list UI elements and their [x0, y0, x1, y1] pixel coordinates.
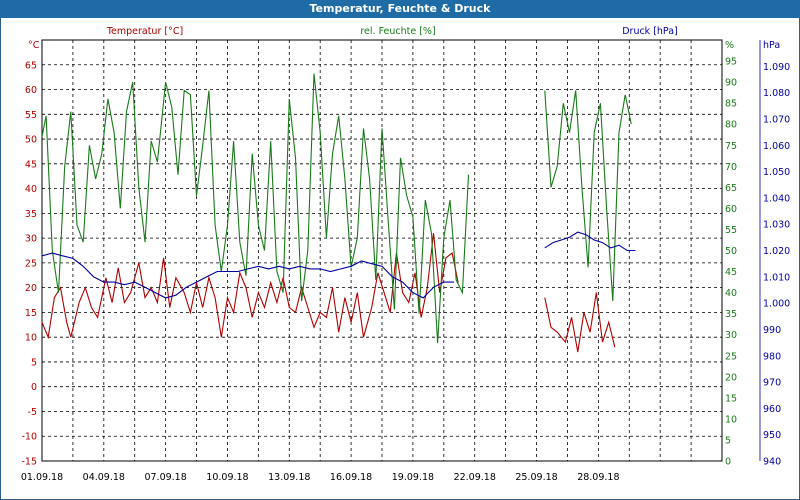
pressure-tick-label: 980 — [763, 351, 781, 362]
pressure-tick-label: 1.040 — [763, 193, 790, 204]
pressure-tick-label: 950 — [763, 430, 781, 441]
temperature-tick-label: 20 — [25, 283, 37, 294]
temperature-tick-label: 45 — [25, 159, 37, 170]
temperature-tick-label: -5 — [28, 407, 37, 418]
pressure-tick-label: 1.050 — [763, 167, 790, 178]
pressure-tick-label: 970 — [763, 378, 781, 389]
temperature-unit-label: °C — [28, 40, 40, 51]
humidity-tick-label: 75 — [725, 141, 737, 152]
humidity-tick-label: 80 — [725, 120, 737, 131]
temperature-tick-label: 50 — [25, 135, 37, 146]
humidity-tick-label: 45 — [725, 267, 737, 278]
temperature-tick-label: 15 — [25, 308, 37, 319]
chart-title: Temperatur, Feuchte & Druck — [0, 0, 800, 18]
x-tick-label: 13.09.18 — [268, 472, 310, 483]
pressure-tick-label: 940 — [763, 457, 781, 468]
humidity-tick-label: 90 — [725, 78, 737, 89]
humidity-tick-label: 30 — [725, 330, 737, 341]
pressure-tick-label: 1.090 — [763, 62, 790, 73]
humidity-tick-label: 85 — [725, 99, 737, 110]
humidity-tick-label: 35 — [725, 309, 737, 320]
pressure-tick-label: 1.080 — [763, 88, 790, 99]
temperature-tick-label: 35 — [25, 209, 37, 220]
humidity-tick-label: 65 — [725, 183, 737, 194]
x-tick-label: 22.09.18 — [454, 472, 496, 483]
temperature-tick-label: 10 — [25, 333, 37, 344]
humidity-tick-label: 55 — [725, 225, 737, 236]
humidity-tick-label: 95 — [725, 57, 737, 68]
x-tick-label: 16.09.18 — [330, 472, 372, 483]
humidity-tick-label: 10 — [725, 414, 737, 425]
pressure-tick-label: 960 — [763, 404, 781, 415]
x-tick-label: 04.09.18 — [83, 472, 125, 483]
temperature-line — [41, 233, 459, 340]
temperature-axis: -15 -10 -5 0 5 10 15 20 25 30 35 40 45 50 55 60 65 — [21, 60, 37, 467]
humidity-tick-label: 0 — [725, 457, 731, 468]
humidity-tick-label: 70 — [725, 162, 737, 173]
temperature-tick-label: 65 — [25, 60, 37, 71]
pressure-tick-label: 1.070 — [763, 114, 790, 125]
humidity-unit-label: % — [725, 40, 734, 51]
temperature-tick-label: 5 — [31, 357, 37, 368]
x-tick-label: 28.09.18 — [577, 472, 619, 483]
pressure-axis: 940 950 960 970 980 990 1.000 1.010 1.020 1.030 1.… — [759, 40, 790, 468]
temperature-tick-label: 60 — [25, 85, 37, 96]
pressure-tick-label: 1.060 — [763, 141, 790, 152]
x-axis: 01.09.18 04.09.18 07.09.18 10.09.18 13.09.18… — [21, 472, 620, 483]
temperature-tick-label: -10 — [21, 432, 37, 443]
humidity-tick-label: 40 — [725, 288, 737, 299]
temperature-tick-label: 55 — [25, 110, 37, 121]
humidity-tick-label: 60 — [725, 204, 737, 215]
pressure-tick-label: 1.000 — [763, 299, 790, 310]
x-tick-label: 19.09.18 — [392, 472, 434, 483]
legend-humidity: rel. Feuchte [%] — [360, 26, 435, 37]
pressure-tick-label: 1.030 — [763, 220, 790, 231]
legend-temperature: Temperatur [°C] — [106, 26, 183, 37]
pressure-line — [544, 231, 636, 252]
temperature-tick-label: 30 — [25, 234, 37, 245]
x-tick-label: 10.09.18 — [206, 472, 248, 483]
temperature-tick-label: -15 — [21, 457, 37, 468]
pressure-line — [41, 252, 455, 299]
humidity-tick-label: 50 — [725, 246, 737, 257]
humidity-tick-label: 25 — [725, 351, 737, 362]
humidity-line — [544, 90, 632, 302]
humidity-axis: 0 5 10 15 20 25 30 35 40 45 50 55 60 65 70 75 80 85 90 95 — [725, 57, 737, 468]
temperature-line — [544, 292, 616, 353]
pressure-tick-label: 1.020 — [763, 246, 790, 257]
series-lines — [41, 73, 636, 353]
legend-pressure: Druck [hPa] — [622, 26, 678, 37]
legend: Temperatur [°C] rel. Feuchte [%] Druck [… — [28, 26, 780, 51]
temperature-tick-label: 40 — [25, 184, 37, 195]
humidity-tick-label: 15 — [725, 393, 737, 404]
gridlines — [42, 40, 722, 462]
x-tick-label: 25.09.18 — [515, 472, 557, 483]
humidity-line — [41, 73, 470, 344]
humidity-tick-label: 5 — [725, 435, 731, 446]
pressure-tick-label: 1.010 — [763, 272, 790, 283]
pressure-tick-label: 990 — [763, 325, 781, 336]
pressure-unit-label: hPa — [763, 40, 780, 51]
x-tick-label: 01.09.18 — [21, 472, 63, 483]
x-tick-label: 07.09.18 — [144, 472, 186, 483]
humidity-tick-label: 20 — [725, 372, 737, 383]
temperature-tick-label: 0 — [31, 382, 37, 393]
temperature-tick-label: 25 — [25, 258, 37, 269]
